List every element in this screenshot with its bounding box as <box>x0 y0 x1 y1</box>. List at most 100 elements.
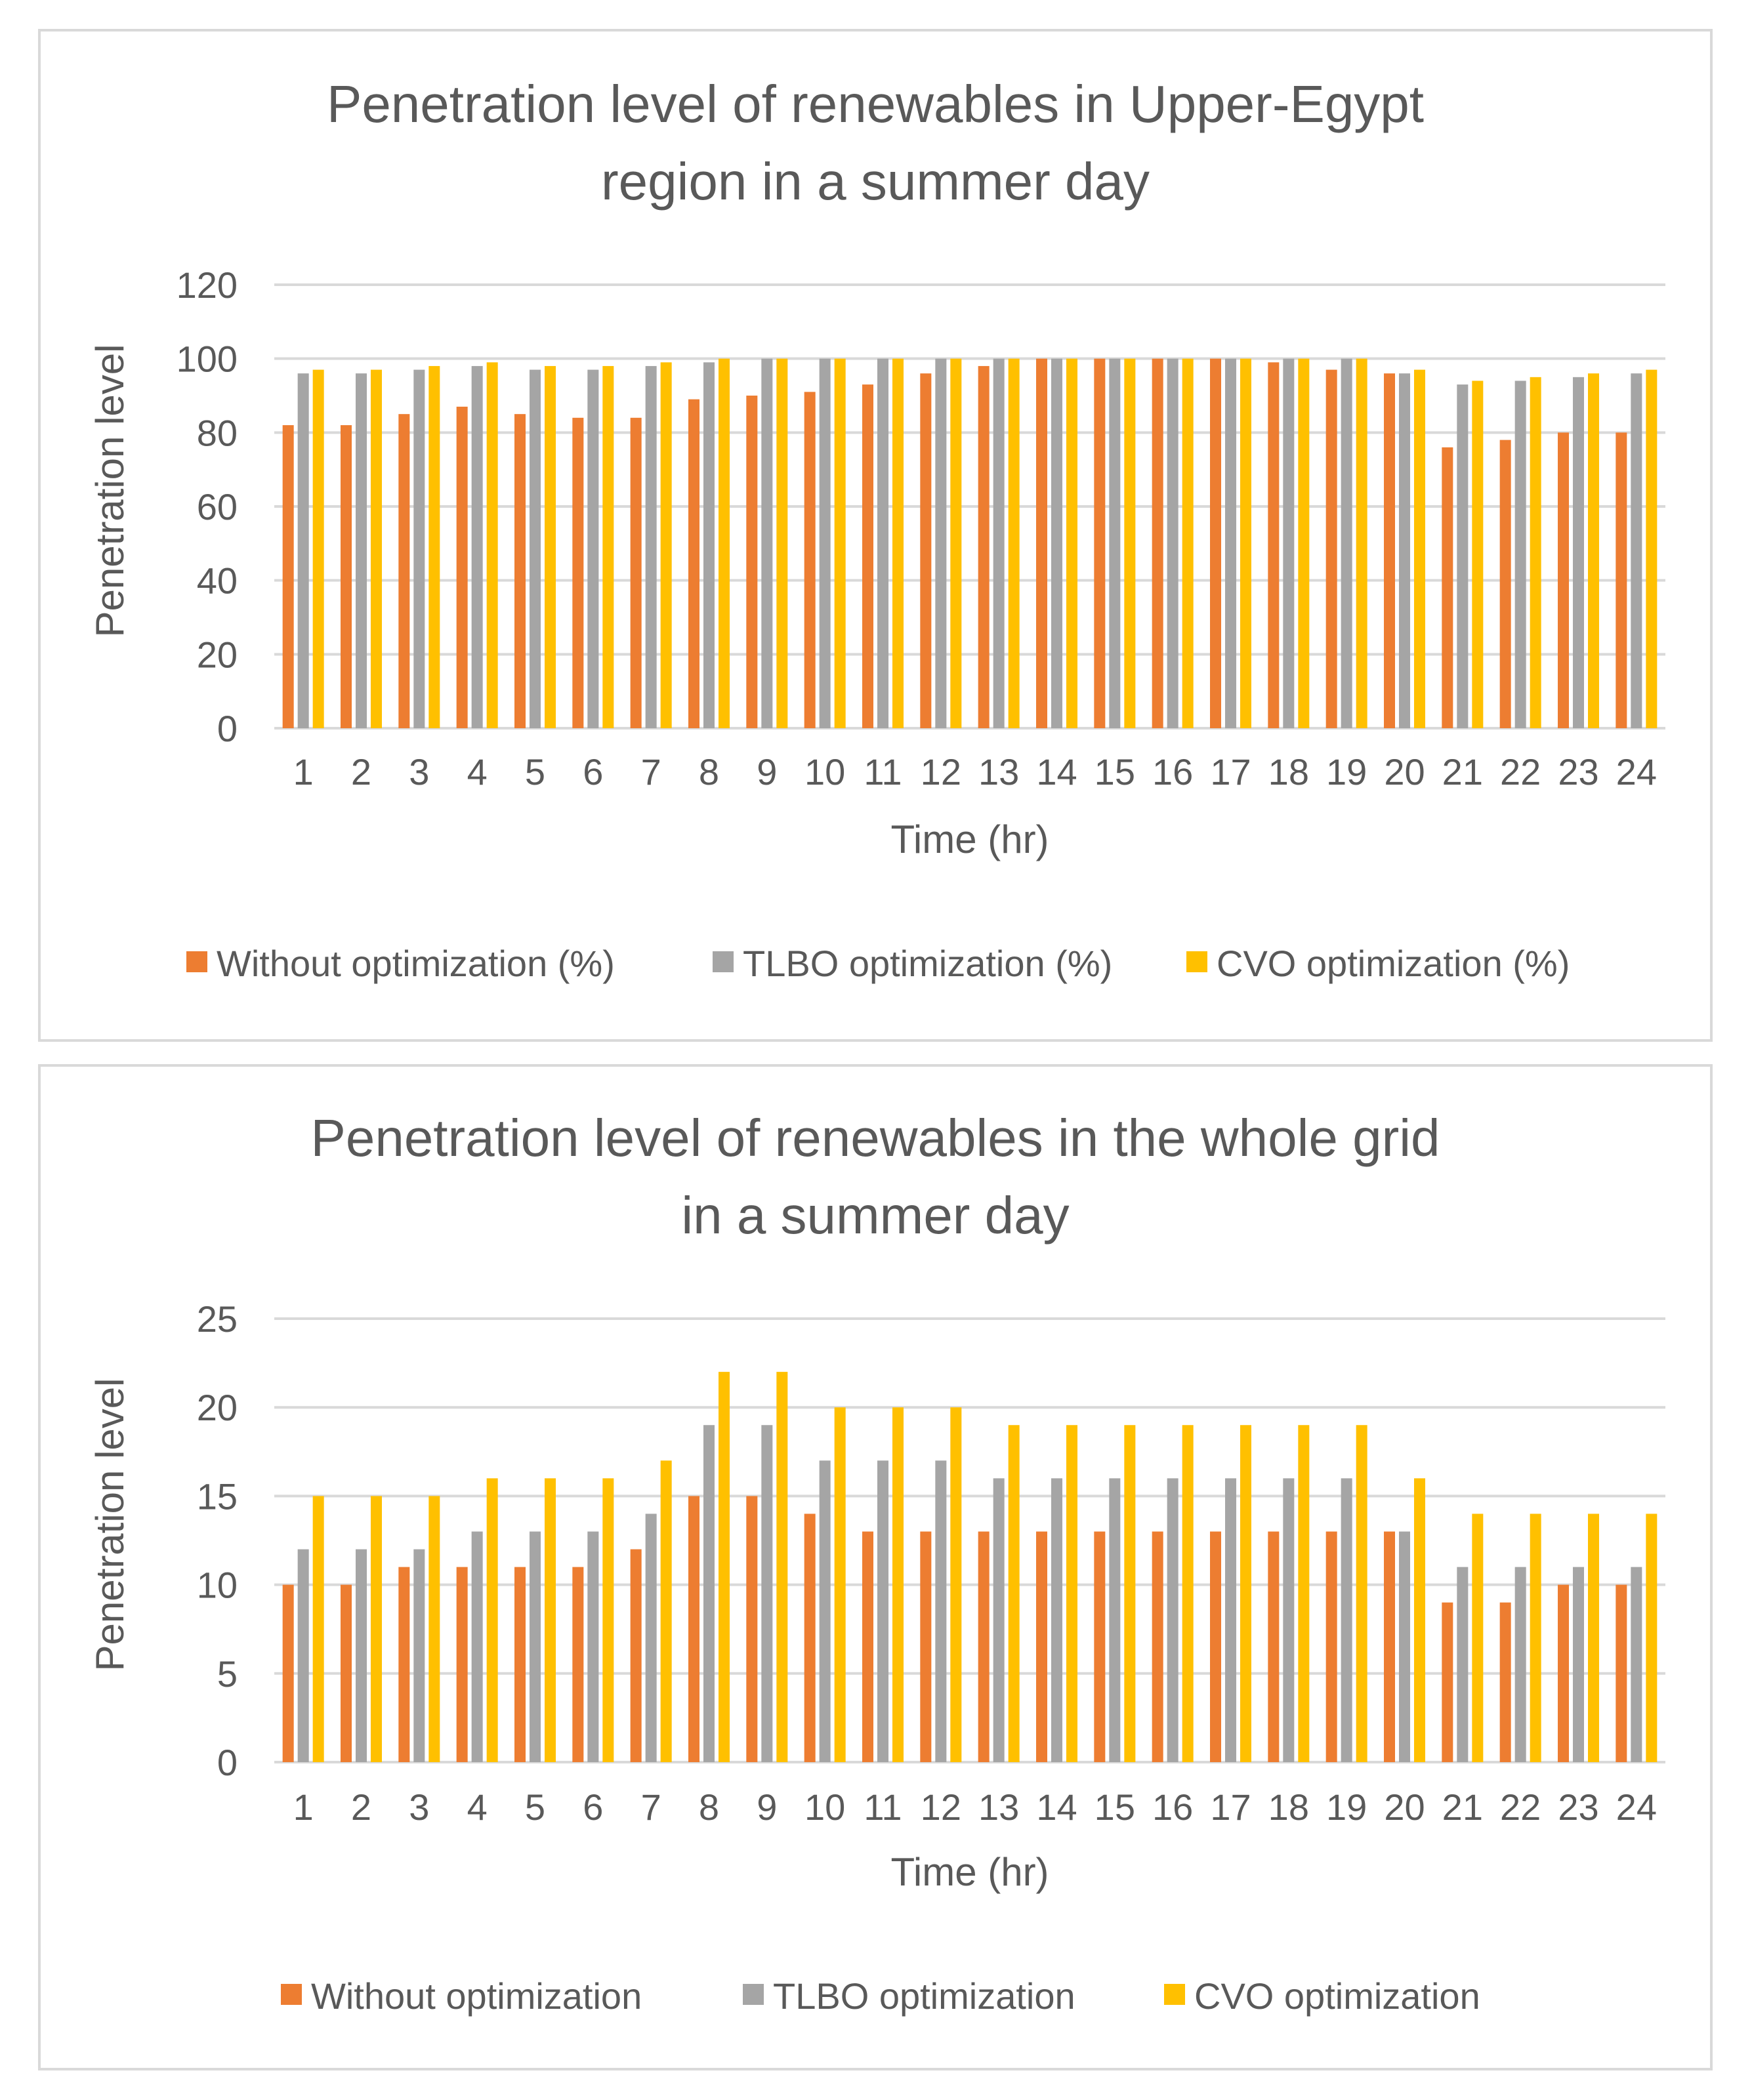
bar-tlbo <box>1109 359 1120 728</box>
x-tick-label: 4 <box>467 751 488 793</box>
bar-without <box>398 1567 409 1762</box>
bar-cvo <box>719 1372 730 1762</box>
y-axis-title: Penetration level <box>88 1378 132 1672</box>
x-tick-label: 13 <box>978 751 1019 793</box>
x-tick-label: 17 <box>1210 751 1251 793</box>
bar-cvo <box>661 362 672 728</box>
bar-cvo <box>950 1407 961 1762</box>
bar-cvo <box>1472 381 1483 728</box>
legend-swatch-tlbo <box>713 951 734 972</box>
bar-tlbo <box>413 370 425 728</box>
bar-cvo <box>892 359 904 728</box>
bar-without <box>804 1513 816 1762</box>
bar-without <box>1326 1531 1337 1762</box>
legend-swatch-cvo <box>1186 951 1207 972</box>
bar-cvo <box>313 370 324 728</box>
legend-label: TLBO optimization <box>773 1975 1075 2017</box>
legend-label: CVO optimization (%) <box>1217 943 1570 984</box>
bar-cvo <box>602 366 614 728</box>
bar-tlbo <box>1573 1567 1584 1762</box>
x-tick-label: 2 <box>351 751 371 793</box>
bar-without <box>862 1531 873 1762</box>
y-tick-label: 25 <box>197 1298 238 1340</box>
bar-without <box>1094 1531 1105 1762</box>
bar-cvo <box>371 1496 382 1762</box>
bar-cvo <box>1182 1425 1194 1762</box>
x-tick-label: 6 <box>583 1786 603 1828</box>
bar-tlbo <box>356 373 367 728</box>
bar-cvo <box>1298 1425 1309 1762</box>
bar-tlbo <box>1051 1478 1062 1762</box>
y-tick-label: 20 <box>197 1387 238 1428</box>
bar-without <box>514 414 526 728</box>
legend-swatch-cvo <box>1164 1984 1185 2005</box>
chart-title-line: Penetration level of renewables in Upper… <box>327 75 1424 133</box>
bar-cvo <box>892 1407 904 1762</box>
bar-without <box>572 1567 583 1762</box>
bar-tlbo <box>761 359 772 728</box>
x-tick-label: 17 <box>1210 1786 1251 1828</box>
x-tick-label: 23 <box>1558 1786 1598 1828</box>
bar-tlbo <box>1109 1478 1120 1762</box>
x-tick-label: 14 <box>1036 1786 1077 1828</box>
bar-tlbo <box>820 1460 831 1762</box>
x-axis-title: Time (hr) <box>890 1850 1049 1894</box>
bar-without <box>398 414 409 728</box>
bar-cvo <box>1356 359 1367 728</box>
x-tick-label: 24 <box>1616 1786 1657 1828</box>
bar-tlbo <box>877 359 888 728</box>
x-tick-label: 22 <box>1500 751 1541 793</box>
bar-without <box>457 407 468 728</box>
bar-without <box>1558 432 1569 728</box>
x-tick-label: 13 <box>978 1786 1019 1828</box>
bar-tlbo <box>877 1460 888 1762</box>
x-tick-label: 23 <box>1558 751 1598 793</box>
bar-tlbo <box>1457 384 1468 728</box>
x-tick-label: 1 <box>293 1786 314 1828</box>
bar-cvo <box>1066 359 1077 728</box>
bar-cvo <box>602 1478 614 1762</box>
bar-cvo <box>1646 1513 1657 1762</box>
bar-cvo <box>1646 370 1657 728</box>
x-tick-label: 11 <box>864 751 902 793</box>
bar-cvo <box>1009 359 1020 728</box>
legend-swatch-without <box>281 1984 302 2005</box>
bar-without <box>283 1585 294 1762</box>
bar-cvo <box>1066 1425 1077 1762</box>
bar-without <box>1210 1531 1221 1762</box>
x-tick-label: 5 <box>525 1786 545 1828</box>
x-tick-label: 21 <box>1442 751 1483 793</box>
bar-tlbo <box>761 1425 772 1762</box>
bar-cvo <box>1009 1425 1020 1762</box>
y-tick-label: 5 <box>217 1653 238 1695</box>
bar-without <box>804 392 816 728</box>
bar-tlbo <box>1283 359 1294 728</box>
x-tick-label: 22 <box>1500 1786 1541 1828</box>
legend-label: Without optimization <box>311 1975 642 2017</box>
x-tick-label: 19 <box>1326 1786 1367 1828</box>
chart-title-line: in a summer day <box>681 1186 1069 1245</box>
bar-cvo <box>487 1478 498 1762</box>
bar-without <box>1384 1531 1395 1762</box>
bar-tlbo <box>1283 1478 1294 1762</box>
x-tick-label: 3 <box>409 1786 429 1828</box>
bar-without <box>1094 359 1105 728</box>
y-tick-label: 15 <box>197 1475 238 1517</box>
y-tick-label: 40 <box>197 560 238 602</box>
bar-cvo <box>776 1372 787 1762</box>
legend-swatch-without <box>186 951 207 972</box>
bar-without <box>1384 373 1395 728</box>
x-axis-title: Time (hr) <box>890 817 1049 861</box>
x-tick-label: 19 <box>1326 751 1367 793</box>
bar-cvo <box>835 1407 846 1762</box>
bar-without <box>1326 370 1337 728</box>
bar-tlbo <box>1631 373 1642 728</box>
bar-tlbo <box>413 1550 425 1762</box>
bar-cvo <box>487 362 498 728</box>
bar-cvo <box>950 359 961 728</box>
bar-without <box>1500 1603 1511 1762</box>
bar-without <box>688 1496 699 1762</box>
bar-tlbo <box>298 373 309 728</box>
bar-cvo <box>835 359 846 728</box>
bar-tlbo <box>1631 1567 1642 1762</box>
